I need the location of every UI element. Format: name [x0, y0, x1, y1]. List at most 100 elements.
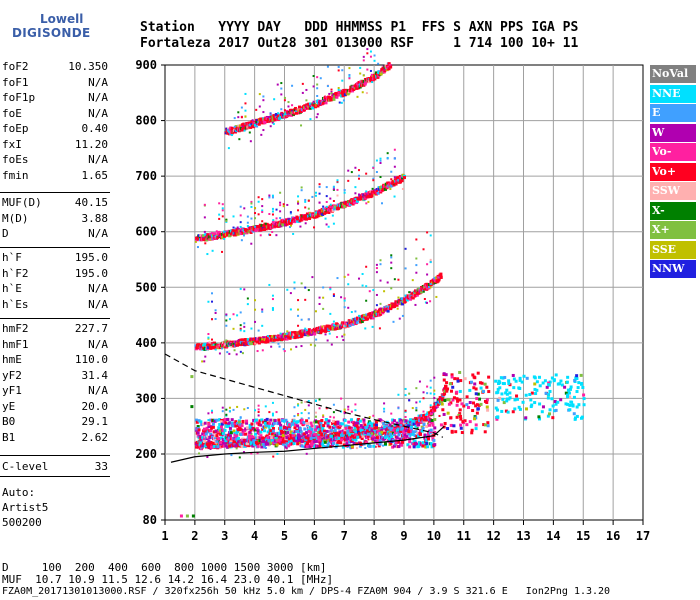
echo-point: [293, 415, 296, 418]
echo-point: [261, 349, 264, 352]
param-separator: [0, 247, 110, 248]
echo-point: [297, 209, 300, 212]
echo-point: [266, 340, 270, 344]
echo-point: [422, 397, 425, 400]
echo-point: [228, 410, 231, 413]
echo-point: [433, 408, 437, 412]
echo-point: [545, 385, 549, 389]
echo-point: [535, 380, 539, 384]
echo-point: [386, 157, 389, 160]
echo-point: [216, 445, 220, 449]
echo-point: [456, 379, 460, 383]
echo-point: [204, 355, 207, 358]
echo-point: [259, 423, 263, 427]
echo-point: [356, 435, 360, 439]
echo-point: [418, 400, 421, 403]
echo-point: [538, 402, 542, 406]
param-value: 31.4: [81, 368, 109, 382]
echo-point: [199, 420, 203, 424]
echo-point: [326, 437, 330, 441]
echo-point: [203, 421, 207, 425]
echo-point: [279, 191, 282, 194]
echo-point: [207, 419, 210, 422]
echo-point: [544, 391, 548, 395]
echo-point: [449, 389, 453, 393]
echo-point: [314, 344, 317, 347]
echo-point: [433, 389, 436, 392]
echo-point: [446, 387, 450, 391]
echo-point: [315, 116, 318, 119]
echo-point: [552, 379, 556, 383]
echo-point: [540, 410, 544, 414]
echo-point: [239, 311, 242, 314]
echo-point: [330, 343, 333, 346]
echo-point: [537, 415, 541, 419]
echo-point: [310, 424, 314, 428]
echo-point: [473, 417, 477, 421]
echo-point: [314, 420, 318, 424]
param-row: yE 20.0: [2, 400, 108, 414]
echo-point: [221, 434, 224, 437]
echo-point: [404, 419, 408, 423]
echo-point: [268, 283, 271, 286]
echo-point: [318, 398, 321, 401]
echo-point: [426, 392, 429, 395]
echo-point: [340, 101, 343, 104]
echo-point: [455, 403, 459, 407]
param-value: 2.62: [81, 430, 109, 444]
echo-point: [279, 201, 282, 204]
echo-point: [292, 232, 295, 235]
echo-point: [332, 403, 335, 406]
echo-point: [343, 275, 346, 278]
echo-point: [272, 219, 275, 222]
echo-point: [566, 388, 570, 392]
echo-point: [243, 408, 246, 411]
echo-point: [231, 134, 234, 137]
echo-point: [411, 279, 414, 282]
echo-point: [230, 454, 233, 457]
echo-point: [463, 377, 467, 381]
echo-point: [243, 330, 246, 333]
echo-point: [426, 273, 429, 276]
echo-point: [256, 350, 259, 353]
echo-point: [225, 441, 228, 444]
echo-point: [524, 393, 528, 397]
echo-point: [212, 342, 216, 346]
echo-point: [323, 429, 327, 433]
echo-point: [308, 434, 312, 438]
param-label: hmF1: [2, 337, 29, 351]
echo-point: [422, 290, 425, 293]
echo-point: [487, 375, 491, 379]
echo-point: [372, 179, 375, 182]
echo-point: [196, 246, 199, 249]
echo-point: [571, 404, 575, 408]
echo-point: [300, 189, 303, 192]
echo-point: [342, 99, 345, 102]
echo-point: [340, 296, 343, 299]
echo-point: [295, 430, 299, 434]
echo-point: [209, 345, 213, 349]
echo-point: [337, 65, 340, 68]
legend-item-x-: X+: [650, 221, 696, 239]
echo-point: [437, 278, 441, 282]
echo-point: [379, 157, 382, 160]
echo-point: [292, 419, 296, 423]
echo-point: [203, 233, 206, 236]
echo-point: [204, 342, 208, 346]
echo-point: [494, 379, 498, 383]
echo-point: [271, 298, 274, 301]
echo-point: [207, 345, 211, 349]
echo-point: [221, 207, 224, 210]
echo-point: [224, 340, 227, 343]
echo-point: [305, 431, 309, 435]
echo-point: [304, 198, 307, 201]
echo-point: [327, 419, 331, 423]
echo-point: [296, 442, 300, 446]
echo-point: [529, 398, 533, 402]
echo-point: [285, 436, 289, 440]
echo-point: [316, 100, 319, 103]
echo-point: [547, 383, 551, 387]
echo-point: [575, 390, 579, 394]
echo-point: [390, 256, 393, 259]
echo-point: [429, 283, 432, 286]
